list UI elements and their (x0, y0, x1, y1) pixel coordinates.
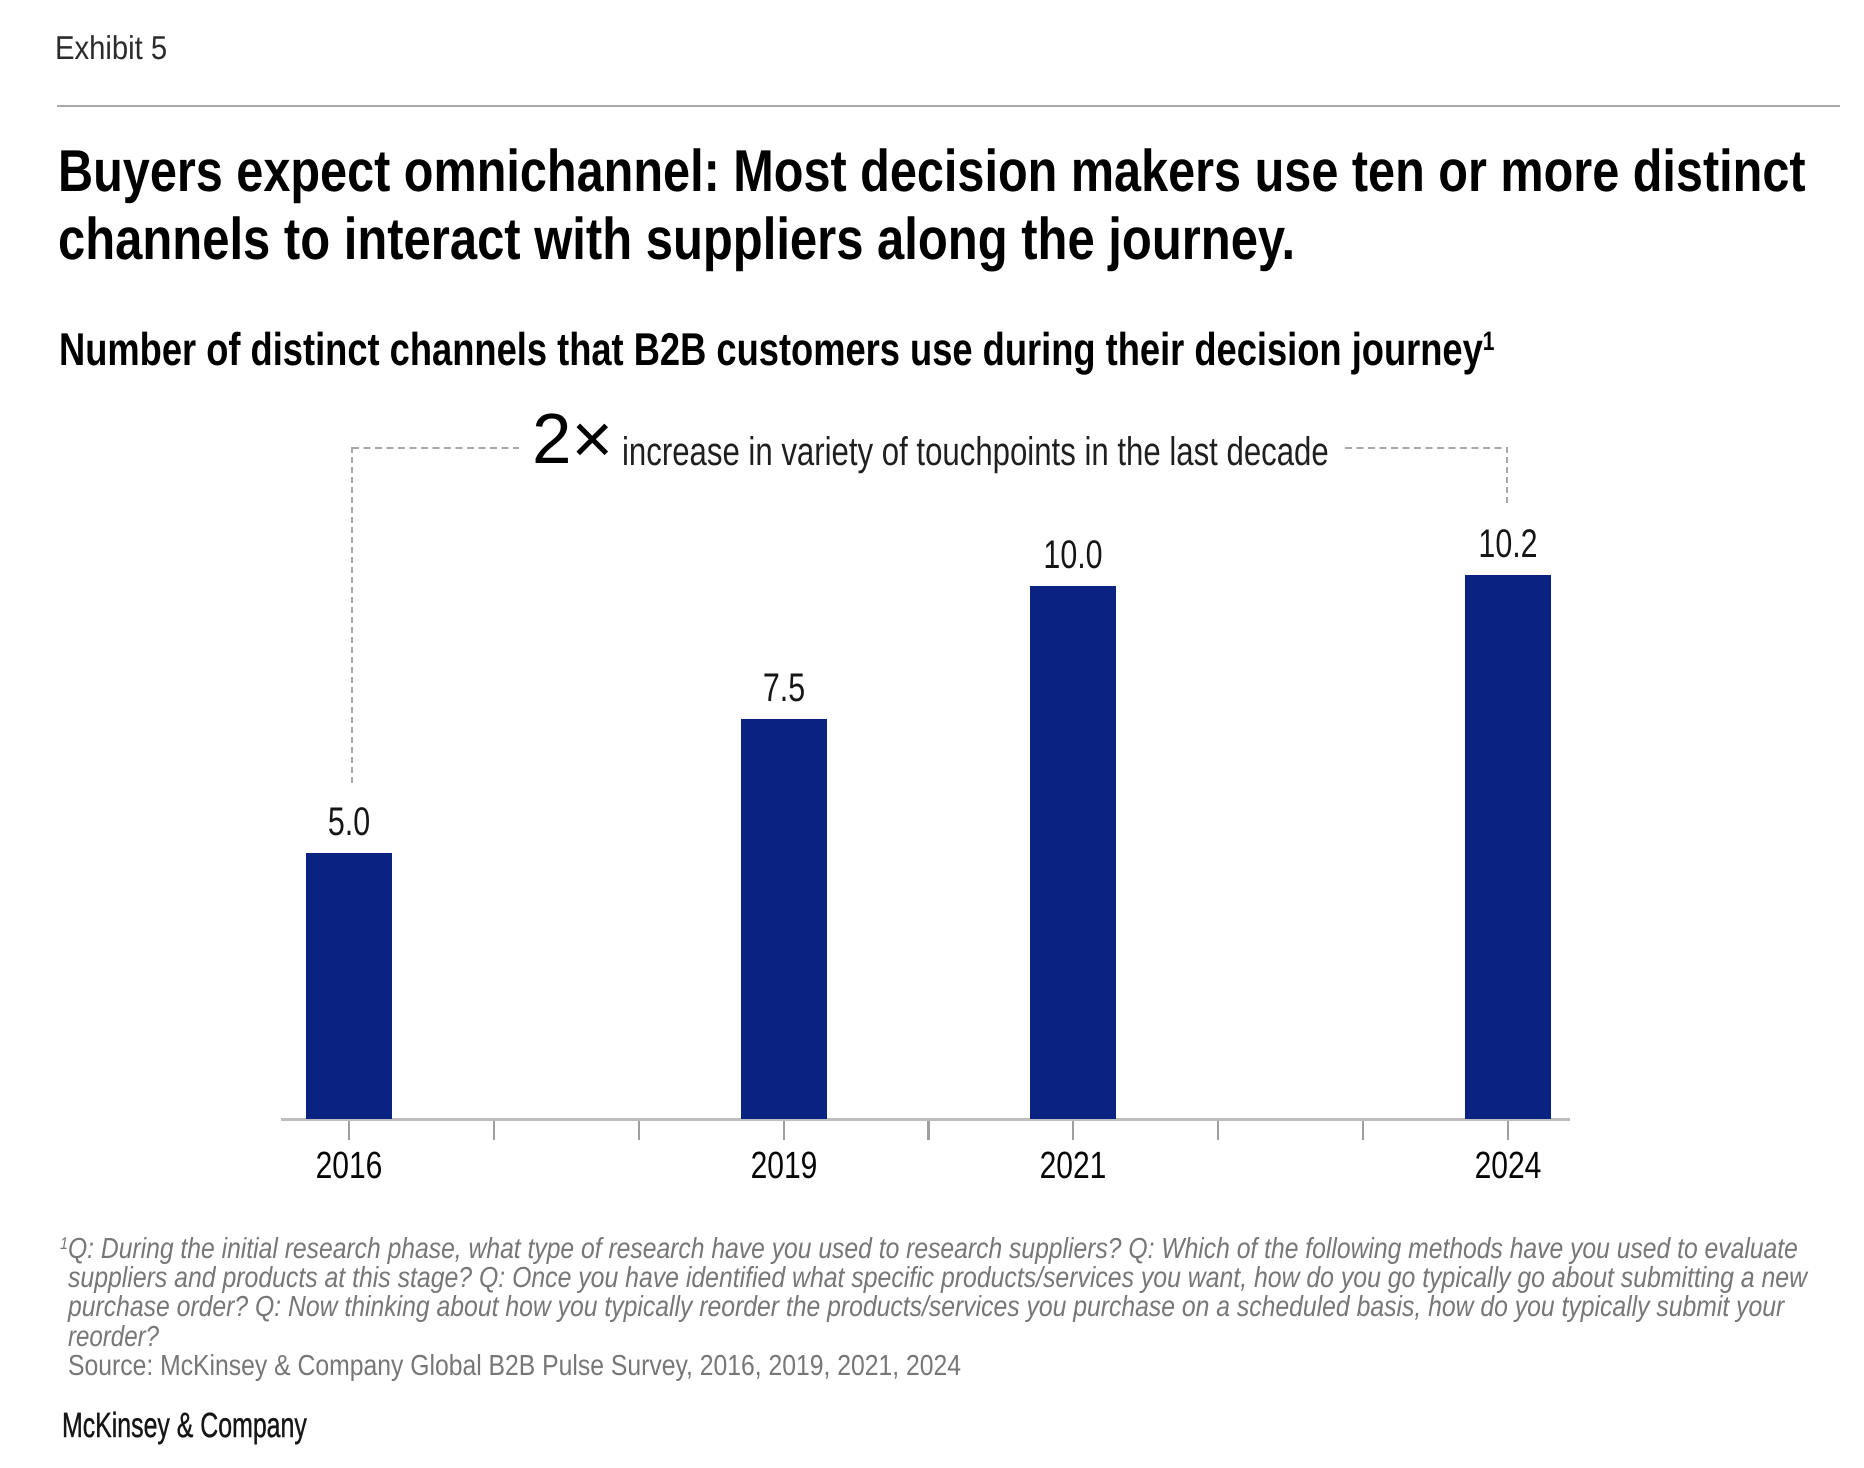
footnote-superscript: 1 (60, 1233, 68, 1253)
footnote-line-3: purchase order? Q: Now thinking about ho… (68, 1291, 1785, 1324)
footnote: 1Q: During the initial research phase, w… (60, 1232, 1864, 1382)
value-label-2024: 10.2 (1478, 522, 1538, 567)
x-axis-tick-2024 (1506, 1120, 1509, 1140)
value-label-2019: 7.5 (762, 666, 805, 711)
year-label-2016: 2016 (315, 1145, 383, 1188)
subtitle-superscript: 1 (1482, 326, 1495, 357)
footnote-line-1-text: Q: During the initial research phase, wh… (67, 1232, 1798, 1265)
bracket-left-horizontal-line (351, 447, 519, 450)
bracket-right-horizontal-line (1345, 447, 1508, 450)
x-axis-tick-2022 (1216, 1120, 1220, 1140)
x-axis-tick-2016 (348, 1120, 351, 1140)
bar-2019 (740, 719, 827, 1120)
exhibit-label: Exhibit 5 (55, 28, 168, 66)
header-divider (57, 104, 1840, 107)
company-logo: McKinsey & Company (62, 1406, 307, 1446)
bar-2016 (306, 852, 393, 1120)
annotation-text: increase in variety of touchpoints in th… (622, 429, 1329, 474)
year-label-2024: 2024 (1474, 1145, 1542, 1188)
title-line-1: Buyers expect omnichannel: Most decision… (58, 138, 1806, 204)
year-label-2019: 2019 (750, 1145, 818, 1188)
value-label-2016: 5.0 (328, 799, 371, 844)
bracket-right-vertical-line (1506, 447, 1508, 508)
bar-2021 (1030, 585, 1117, 1120)
title-line-2: channels to interact with suppliers alon… (58, 206, 1296, 272)
x-axis-line (281, 1118, 1570, 1121)
bracket-left-vertical-line (350, 447, 353, 784)
exhibit-title: Buyers expect omnichannel: Most decision… (58, 137, 1864, 273)
footnote-line-2: suppliers and products at this stage? Q:… (68, 1262, 1808, 1295)
x-axis-tick-2021 (1072, 1120, 1075, 1140)
x-axis-tick-2019 (782, 1120, 785, 1140)
footnote-line-1: 1Q: During the initial research phase, w… (60, 1232, 1798, 1265)
footnote-line-4: reorder? (68, 1320, 159, 1353)
chart-subtitle: Number of distinct channels that B2B cus… (59, 326, 1494, 372)
value-label-2021: 10.0 (1043, 532, 1103, 577)
x-axis-tick-2017 (492, 1120, 496, 1140)
bar-2024 (1464, 575, 1551, 1120)
subtitle-text: Number of distinct channels that B2B cus… (59, 323, 1483, 376)
annotation-multiplier: 2× (532, 399, 613, 479)
year-label-2021: 2021 (1039, 1145, 1107, 1188)
x-axis-tick-2023 (1361, 1120, 1365, 1140)
x-axis-tick-2020 (927, 1120, 930, 1140)
x-axis-tick-2018 (637, 1120, 641, 1140)
source-line: Source: McKinsey & Company Global B2B Pu… (68, 1349, 962, 1382)
